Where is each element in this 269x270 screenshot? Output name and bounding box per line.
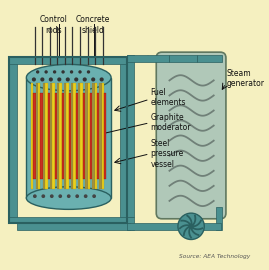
Bar <box>95 83 97 189</box>
Circle shape <box>67 194 70 198</box>
Circle shape <box>50 194 54 198</box>
Bar <box>215 207 222 230</box>
Bar <box>80 83 83 189</box>
Bar <box>121 57 127 222</box>
Circle shape <box>84 194 87 198</box>
Bar <box>197 55 222 62</box>
Bar <box>33 93 36 179</box>
Bar <box>9 217 127 222</box>
Circle shape <box>32 77 36 82</box>
Bar <box>76 93 78 179</box>
Bar <box>78 83 80 189</box>
Bar <box>9 57 17 222</box>
Bar <box>90 93 92 179</box>
Circle shape <box>188 224 194 229</box>
Circle shape <box>75 194 79 198</box>
Bar <box>102 83 104 189</box>
Circle shape <box>92 194 96 198</box>
Circle shape <box>74 77 78 82</box>
Bar <box>43 83 45 189</box>
Circle shape <box>91 77 95 82</box>
Bar <box>40 93 43 179</box>
Circle shape <box>66 77 70 82</box>
Circle shape <box>83 77 87 82</box>
Bar <box>59 83 62 189</box>
Bar <box>127 217 134 230</box>
Bar <box>127 224 221 230</box>
Bar <box>73 83 76 189</box>
Circle shape <box>61 70 65 74</box>
Bar <box>71 83 73 189</box>
Ellipse shape <box>26 187 111 209</box>
Bar <box>9 57 127 65</box>
Bar <box>45 83 48 189</box>
Bar <box>38 83 40 189</box>
Bar <box>104 93 106 179</box>
Ellipse shape <box>26 65 111 91</box>
Circle shape <box>36 70 39 74</box>
Circle shape <box>70 70 73 74</box>
Text: Fuel
elements: Fuel elements <box>151 88 186 107</box>
Bar <box>97 93 99 179</box>
Bar <box>99 83 102 189</box>
Circle shape <box>41 194 45 198</box>
Bar <box>215 55 222 207</box>
Text: Concrete
shield: Concrete shield <box>76 15 110 35</box>
Circle shape <box>40 77 44 82</box>
Circle shape <box>58 194 62 198</box>
Circle shape <box>44 70 48 74</box>
Circle shape <box>33 194 37 198</box>
Bar <box>127 55 134 217</box>
Bar <box>57 83 59 189</box>
Bar <box>17 224 130 230</box>
Bar <box>92 83 95 189</box>
Circle shape <box>57 77 61 82</box>
Bar <box>31 83 33 189</box>
Text: Graphite
moderator: Graphite moderator <box>151 113 191 133</box>
Bar <box>50 83 52 189</box>
Text: Steam
generator: Steam generator <box>227 69 265 88</box>
Bar <box>66 83 69 189</box>
Text: Source: AEA Technology: Source: AEA Technology <box>179 254 250 259</box>
Bar <box>48 93 50 179</box>
Bar <box>36 83 38 189</box>
Circle shape <box>100 77 104 82</box>
Bar <box>64 83 66 189</box>
Circle shape <box>87 70 90 74</box>
Circle shape <box>78 70 82 74</box>
Bar <box>168 55 197 62</box>
Bar <box>26 77 111 198</box>
Circle shape <box>49 77 53 82</box>
Bar <box>52 83 55 189</box>
Bar <box>127 55 168 62</box>
Bar <box>69 93 71 179</box>
Bar <box>55 93 57 179</box>
Bar <box>85 83 87 189</box>
Circle shape <box>178 213 204 239</box>
FancyBboxPatch shape <box>156 52 226 219</box>
Bar <box>62 93 64 179</box>
Bar <box>87 83 90 189</box>
Bar <box>83 93 85 179</box>
Circle shape <box>53 70 56 74</box>
Text: Steel
pressure
vessel: Steel pressure vessel <box>151 139 184 169</box>
Text: Control
rods: Control rods <box>40 15 68 35</box>
